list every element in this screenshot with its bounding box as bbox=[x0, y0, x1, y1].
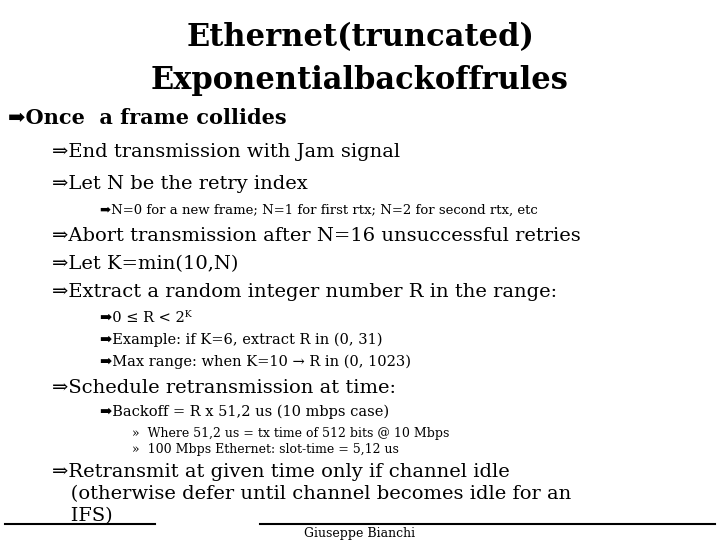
Text: ⇒Schedule retransmission at time:: ⇒Schedule retransmission at time: bbox=[52, 379, 396, 397]
Text: Giuseppe Bianchi: Giuseppe Bianchi bbox=[305, 526, 415, 539]
Text: ➡N=0 for a new frame; N=1 for first rtx; N=2 for second rtx, etc: ➡N=0 for a new frame; N=1 for first rtx;… bbox=[100, 204, 538, 217]
Text: ➡Max range: when K=10 → R in (0, 1023): ➡Max range: when K=10 → R in (0, 1023) bbox=[100, 355, 411, 369]
Text: ➡Backoff = R x 51,2 us (10 mbps case): ➡Backoff = R x 51,2 us (10 mbps case) bbox=[100, 405, 389, 419]
Text: ⇒End transmission with Jam signal: ⇒End transmission with Jam signal bbox=[52, 143, 400, 161]
Text: Exponentialbackoffrules: Exponentialbackoffrules bbox=[151, 64, 569, 96]
Text: »  Where 51,2 us = tx time of 512 bits @ 10 Mbps: » Where 51,2 us = tx time of 512 bits @ … bbox=[132, 427, 449, 440]
Text: (otherwise defer until channel becomes idle for an: (otherwise defer until channel becomes i… bbox=[52, 485, 571, 503]
Text: ⇒Retransmit at given time only if channel idle: ⇒Retransmit at given time only if channe… bbox=[52, 463, 510, 481]
Text: ➡Once  a frame collides: ➡Once a frame collides bbox=[8, 108, 287, 128]
Text: ➡Example: if K=6, extract R in (0, 31): ➡Example: if K=6, extract R in (0, 31) bbox=[100, 333, 382, 347]
Text: IFS): IFS) bbox=[52, 507, 112, 525]
Text: ⇒Let K=min(10,N): ⇒Let K=min(10,N) bbox=[52, 255, 238, 273]
Text: ⇒Abort transmission after N=16 unsuccessful retries: ⇒Abort transmission after N=16 unsuccess… bbox=[52, 227, 581, 245]
Text: ⇒Let N be the retry index: ⇒Let N be the retry index bbox=[52, 175, 307, 193]
Text: ⇒Extract a random integer number R in the range:: ⇒Extract a random integer number R in th… bbox=[52, 283, 557, 301]
Text: Ethernet(truncated): Ethernet(truncated) bbox=[186, 23, 534, 53]
Text: ➡0 ≤ R < 2ᴷ: ➡0 ≤ R < 2ᴷ bbox=[100, 311, 192, 325]
Text: »  100 Mbps Ethernet: slot-time = 5,12 us: » 100 Mbps Ethernet: slot-time = 5,12 us bbox=[132, 443, 399, 456]
